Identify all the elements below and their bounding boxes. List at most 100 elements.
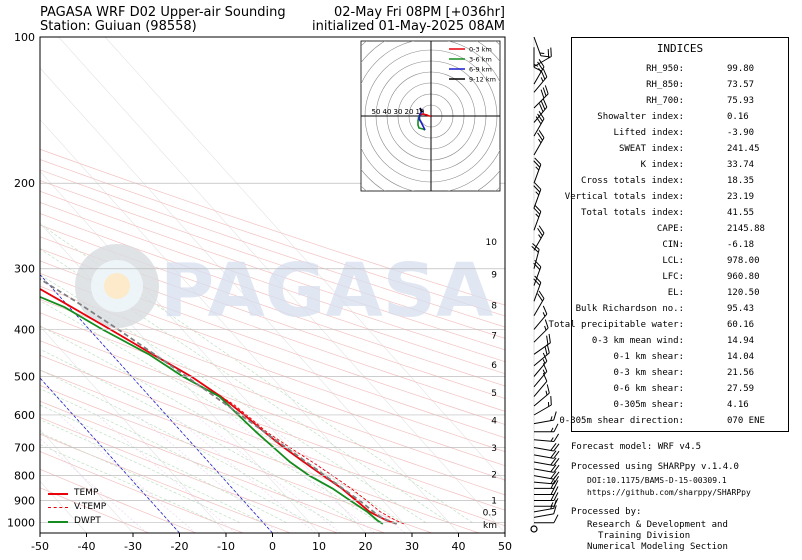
title-left-line2: Station: Guiuan (98558) [40, 19, 197, 34]
height-km-label: 9 [491, 270, 497, 280]
index-row: RH_700: 75.93 [572, 96, 788, 112]
dry-adiabat [40, 417, 338, 533]
index-label: 0-6 km shear: [613, 384, 684, 394]
index-row: Showalter index: 0.16 [572, 112, 788, 128]
index-label: 0-305m shear: [613, 400, 684, 410]
y-tick-label: 300 [14, 263, 35, 276]
wind-barb-half-flag [538, 234, 542, 239]
index-label: Cross totals index: [581, 176, 684, 186]
isotherm [40, 67, 459, 533]
wind-barb-shaft [533, 211, 542, 231]
watermark-logo: PAGASA [75, 244, 493, 334]
index-row: SWEAT index: 241.45 [572, 144, 788, 160]
dry-adiabat [40, 487, 150, 533]
height-km-labels: 10 9 8 7 6 5 4 3 2 1 0.5 km [483, 238, 498, 531]
mixing-ratio-line [255, 414, 406, 533]
title-left-line1: PAGASA WRF D02 Upper-air Sounding [40, 5, 286, 20]
wind-barb-flag [546, 384, 550, 394]
index-label: Lifted index: [613, 128, 684, 138]
index-label: CAPE: [656, 224, 684, 234]
y-tick-label: 500 [14, 370, 35, 383]
wind-barb-half-flag [550, 437, 554, 442]
wind-barb-flag [533, 278, 541, 286]
wind-barb-shaft [533, 507, 554, 513]
wind-barb-shaft [533, 232, 545, 251]
index-row: 0-305m shear: 4.16 [572, 400, 788, 416]
wind-barb-flag [533, 207, 541, 215]
y-tick-label: 800 [14, 470, 35, 483]
wind-barb-flag [534, 204, 542, 212]
legend-label-dwpt: DWPT [74, 516, 101, 526]
index-label: Total totals index: [581, 208, 684, 218]
wind-barb-shaft [533, 461, 554, 466]
y-tick-label: 1000 [7, 517, 35, 530]
hodograph-ring-label: 30 [394, 108, 403, 116]
index-label: RH_950: [646, 64, 684, 74]
footer-processed-by: Processed by: [571, 507, 642, 517]
index-row: K index: 33.74 [572, 160, 788, 176]
freezing-isotherm [40, 377, 180, 533]
y-tick-label: 400 [14, 323, 35, 336]
wind-barb-flag [553, 480, 559, 489]
index-value: 99.80 [727, 64, 755, 74]
wind-barb-flag [537, 113, 543, 122]
index-label: Vertical totals index: [564, 192, 684, 202]
wind-barb-flag [553, 433, 560, 442]
wind-barb-half-flag [535, 191, 540, 196]
x-tick-label: -40 [78, 540, 96, 553]
wind-barb [533, 319, 549, 343]
index-label: LFC: [662, 272, 684, 282]
wind-barb-flag [538, 103, 544, 112]
wind-barb-flag [553, 486, 559, 495]
dry-adiabat [40, 385, 432, 533]
mixing-ratio-line [226, 414, 375, 533]
wind-barb-flag [550, 464, 557, 473]
index-label: RH_850: [646, 80, 684, 90]
wind-barb-flag [553, 475, 560, 485]
wind-barb-half-flag [539, 52, 545, 54]
y-tick-label: 200 [14, 177, 35, 190]
mixing-ratio-line [40, 438, 148, 533]
dry-adiabat [40, 354, 505, 527]
dry-adiabat [40, 213, 505, 375]
wind-barb [533, 471, 560, 480]
wind-barb [534, 498, 559, 507]
footer-processed-using: Processed using SHARPpy v.1.4.0 [571, 462, 739, 472]
wind-barb-shaft [533, 342, 551, 355]
x-tick-label: 0 [269, 540, 276, 553]
wind-barb [533, 290, 545, 317]
footer-doi: DOI:10.1175/BAMS-D-15-00309.1 [587, 476, 727, 485]
index-value: 2145.88 [727, 224, 765, 234]
y-tick-label: 700 [14, 441, 35, 454]
wind-barb-flag [550, 47, 552, 57]
index-label: CIN: [662, 240, 684, 250]
wind-barb-shaft [533, 298, 545, 317]
dry-adiabat [40, 326, 505, 496]
y-tick-label: 900 [14, 494, 35, 507]
isotherm [40, 119, 413, 533]
footer-url: https://github.com/sharppy/SHARPpy [587, 488, 751, 497]
wind-barb [533, 396, 552, 416]
dry-adiabat [40, 340, 505, 511]
moist-adiabat [40, 248, 450, 523]
index-row: Lifted index: -3.90 [572, 128, 788, 144]
wind-barb-shaft [533, 439, 554, 443]
dry-adiabat [40, 369, 480, 533]
wind-barb [533, 111, 545, 137]
wind-barb [533, 333, 551, 355]
index-row: 0-3 km mean wind: 14.94 [572, 336, 788, 352]
wind-barb-half-flag [550, 416, 553, 421]
wind-barb-flag [538, 129, 545, 138]
wind-barb [533, 384, 550, 407]
wind-barb-shaft [533, 164, 542, 184]
moist-adiabat [40, 274, 427, 523]
wind-barb [533, 505, 557, 518]
series-line-temp [40, 287, 397, 525]
dry-adiabat [40, 260, 505, 425]
hodograph-ring-label: 10 [416, 108, 425, 116]
dry-adiabat [40, 468, 197, 533]
wind-barb [533, 363, 548, 388]
isotherm [40, 480, 87, 533]
wind-barb-half-flag [544, 325, 547, 331]
wind-barb-flag [553, 464, 560, 473]
